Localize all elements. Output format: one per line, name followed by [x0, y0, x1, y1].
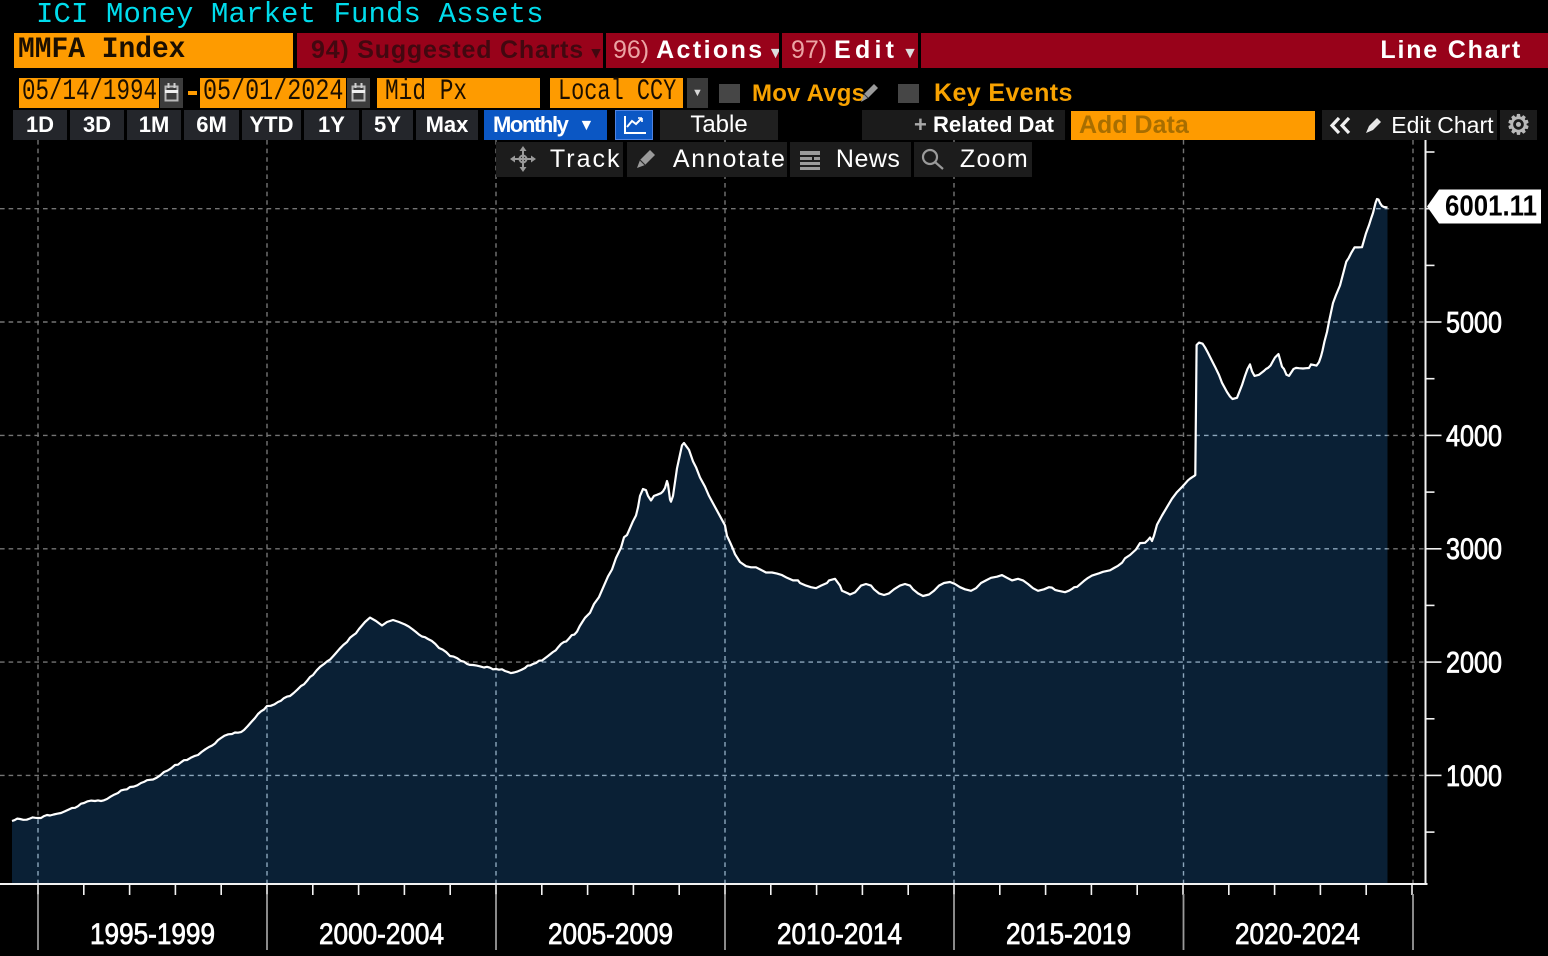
svg-text:2005-2009: 2005-2009	[548, 918, 673, 951]
svg-text:4000: 4000	[1446, 420, 1502, 453]
svg-text:3000: 3000	[1446, 533, 1502, 566]
svg-text:6001.11: 6001.11	[1445, 191, 1537, 223]
svg-text:2010-2014: 2010-2014	[777, 918, 902, 951]
svg-text:2000-2004: 2000-2004	[319, 918, 444, 951]
svg-text:2020-2024: 2020-2024	[1235, 918, 1360, 951]
svg-text:1995-1999: 1995-1999	[90, 918, 215, 951]
svg-text:2015-2019: 2015-2019	[1006, 918, 1131, 951]
svg-text:5000: 5000	[1446, 307, 1502, 340]
svg-text:1000: 1000	[1446, 760, 1502, 793]
svg-text:2000: 2000	[1446, 647, 1502, 680]
